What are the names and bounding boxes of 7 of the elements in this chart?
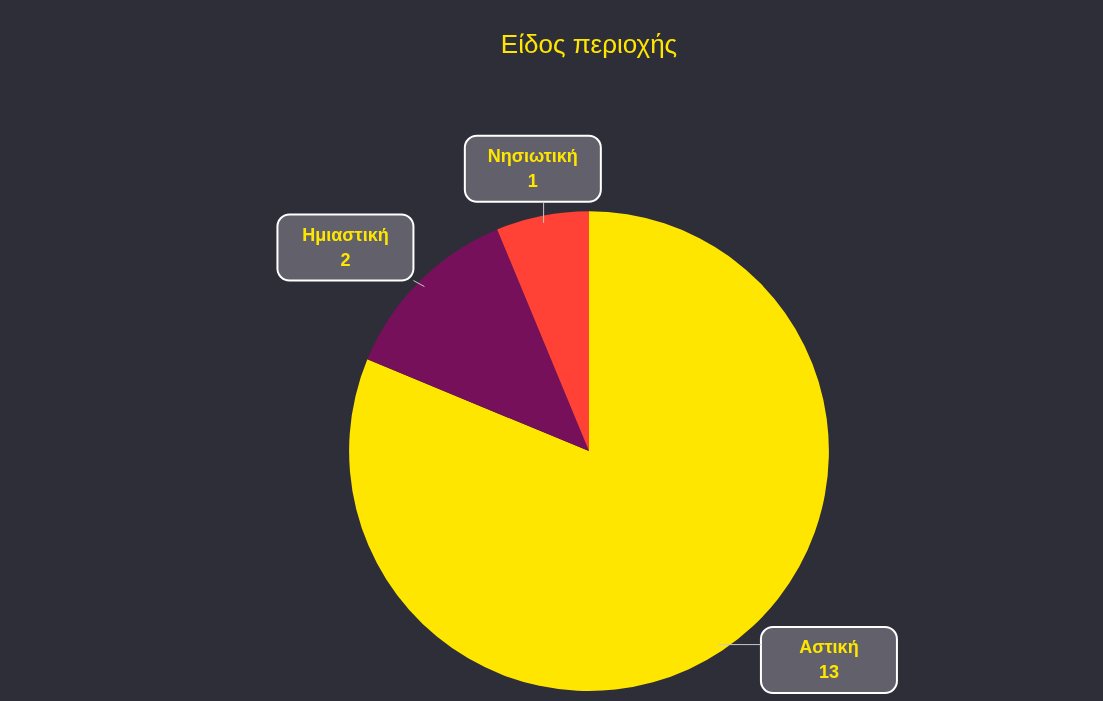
chart-title: Είδος περιοχής	[500, 28, 678, 59]
data-label: 1	[527, 170, 538, 191]
slice-label: Νησιωτική	[487, 145, 578, 166]
slice-label: Ημιαστική	[302, 224, 389, 245]
slice-label: Αστική	[799, 636, 859, 657]
data-label: 2	[340, 249, 351, 270]
data-label: 13	[818, 661, 839, 682]
